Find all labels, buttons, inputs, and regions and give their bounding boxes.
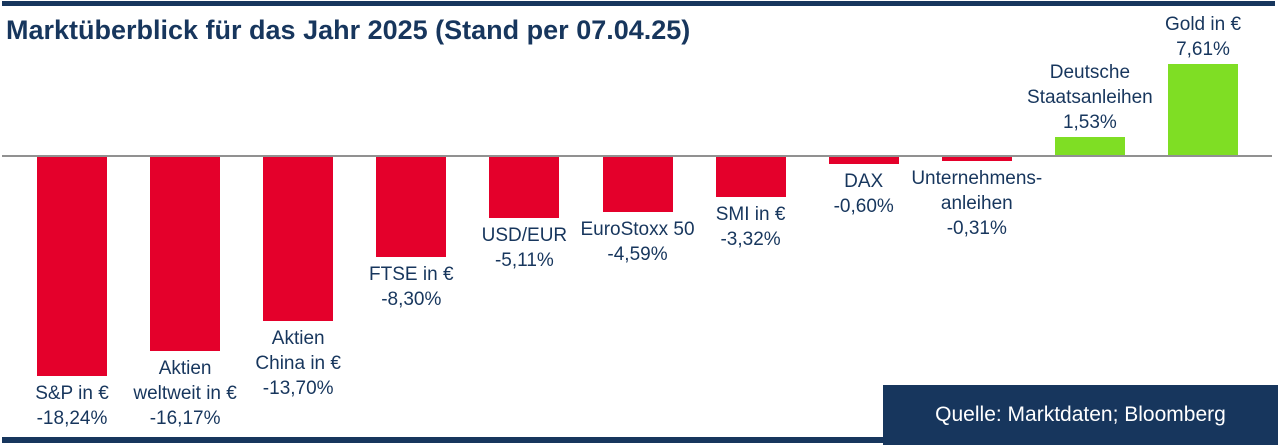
top-rule [2,1,1275,6]
bar-3 [263,157,334,321]
bar-category-label: EuroStoxx 50 [580,219,695,240]
bar-value-label: -5,11% [494,250,554,271]
bar-category-label: Aktien China in € [255,328,341,374]
zero-axis-line [2,155,1272,157]
bar-category-label: USD/EUR [481,225,568,246]
bar-value-label: -18,24% [36,408,108,429]
bar-7 [715,157,786,197]
bar-category-label: DAX [844,171,884,192]
bar-label-6: EuroStoxx 50 -4,59% [550,217,726,267]
bar-label-11: Gold in € 7,61% [1115,12,1278,62]
bar-category-label: S&P in € [35,383,109,404]
bar-10 [1054,137,1125,155]
bar-category-label: Gold in € [1164,14,1242,35]
bar-1 [37,157,107,376]
bar-category-label: Aktien weltweit in € [133,358,237,404]
bar-label-4: FTSE in € -8,30% [323,262,499,312]
bar-value-label: -8,30% [381,289,442,310]
bar-8 [828,157,899,164]
bar-11 [1168,64,1238,155]
bar-value-label: -16,17% [149,408,221,429]
bar-category-label: Deutsche Staatsanleihen [1027,62,1153,108]
bar-label-10: Deutsche Staatsanleihen 1,53% [1002,60,1178,135]
bar-category-label: FTSE in € [369,264,454,285]
bar-9 [941,157,1012,161]
bar-value-label: 7,61% [1176,39,1230,60]
bar-6 [602,157,673,212]
bar-label-7: SMI in € -3,32% [663,202,839,252]
source-text: Quelle: Marktdaten; Bloomberg [935,403,1226,426]
bar-value-label: -0,31% [946,218,1007,239]
bar-label-5: USD/EUR -5,11% [436,223,612,273]
bar-value-label: 1,53% [1062,112,1117,133]
bar-value-label: -3,32% [720,229,781,250]
bar-value-label: -13,70% [262,378,334,399]
bar-value-label: -0,60% [833,196,894,217]
bar-2 [150,157,221,351]
bar-label-3: Aktien China in € -13,70% [210,326,386,401]
chart-title: Marktüberblick für das Jahr 2025 (Stand … [6,15,691,45]
bar-label-2: Aktien weltweit in € -16,17% [97,356,273,431]
bar-label-8: DAX -0,60% [776,169,952,219]
bar-label-1: S&P in € -18,24% [0,381,160,431]
bottom-rule [2,437,1275,443]
bar-category-label: SMI in € [715,204,786,225]
bar-label-9: Unternehmens- anleihen -0,31% [889,166,1065,241]
bar-5 [489,157,560,218]
bar-4 [376,157,447,257]
bar-category-label: Unternehmens- anleihen [911,168,1043,214]
source-box: Quelle: Marktdaten; Bloomberg [883,385,1278,445]
bar-value-label: -4,59% [607,244,668,265]
